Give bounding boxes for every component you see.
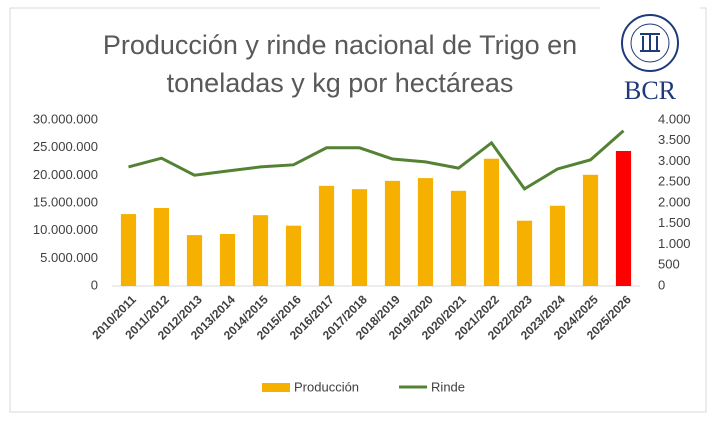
chart-title: Producción y rinde nacional de Trigo en … xyxy=(102,30,578,98)
logo-text: BCR xyxy=(623,76,677,105)
y2-tick-label: 500 xyxy=(658,257,680,272)
y-tick-label: 30.000.000 xyxy=(33,111,98,126)
y2-tick-label: 2.000 xyxy=(658,194,691,209)
logo: BCR xyxy=(600,6,700,106)
bar xyxy=(417,178,434,286)
legend-label: Rinde xyxy=(431,379,465,394)
bar xyxy=(120,214,137,286)
y-tick-label: 10.000.000 xyxy=(33,222,98,237)
bar xyxy=(450,190,467,286)
bar xyxy=(252,215,269,286)
bar xyxy=(219,233,236,286)
bar xyxy=(516,220,533,286)
y-tick-label: 5.000.000 xyxy=(40,250,98,265)
legend-swatch xyxy=(262,383,290,392)
bar xyxy=(549,205,566,286)
logo-seal xyxy=(621,14,679,72)
bar xyxy=(153,207,170,286)
y-tick-label: 20.000.000 xyxy=(33,167,98,182)
y2-tick-label: 2.500 xyxy=(658,174,691,189)
bar xyxy=(384,180,401,286)
y2-tick-label: 0 xyxy=(658,277,665,292)
y-tick-label: 25.000.000 xyxy=(33,139,98,154)
y-tick-label: 0 xyxy=(91,277,98,292)
bar xyxy=(351,189,368,286)
y2-tick-label: 1.500 xyxy=(658,215,691,230)
legend-label: Producción xyxy=(294,379,359,394)
bar xyxy=(318,185,335,286)
y2-tick-label: 4.000 xyxy=(658,111,691,126)
bar xyxy=(615,150,632,286)
bar xyxy=(186,235,203,286)
y2-tick-label: 3.000 xyxy=(658,153,691,168)
bar xyxy=(483,158,500,286)
bar xyxy=(285,225,302,286)
y2-tick-label: 1.000 xyxy=(658,236,691,251)
y2-tick-label: 3.500 xyxy=(658,132,691,147)
bar xyxy=(582,174,599,286)
line xyxy=(128,129,625,191)
y-tick-label: 15.000.000 xyxy=(33,194,98,209)
